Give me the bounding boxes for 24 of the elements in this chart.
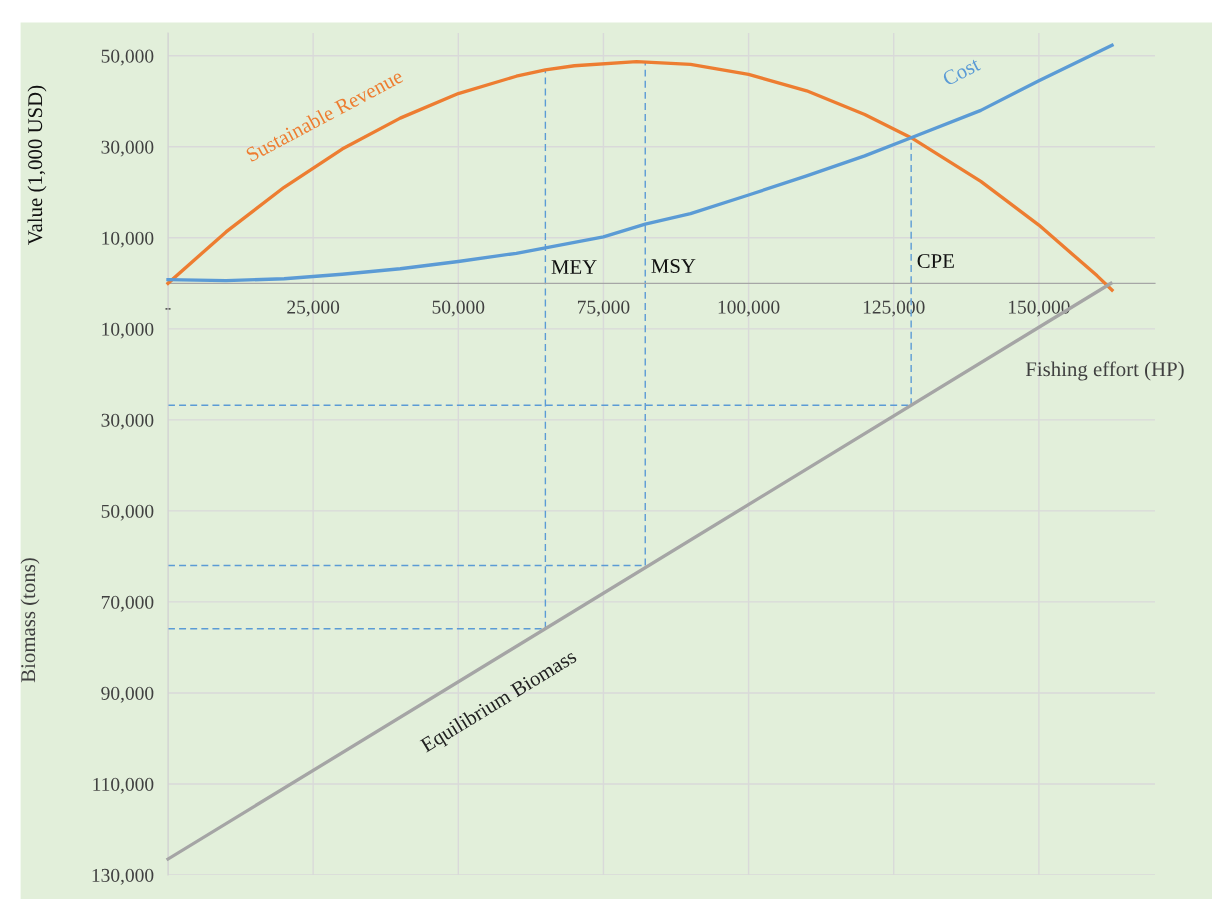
y-tick-label: 30,000 bbox=[101, 413, 154, 430]
x-tick-label: 25,000 bbox=[287, 300, 340, 317]
y-tick-label: 10,000 bbox=[102, 322, 154, 339]
annotation: MSY bbox=[651, 259, 696, 274]
x-axis-title: Fishing effort (HP) bbox=[1025, 361, 1184, 381]
y-tick-label: 30,000 bbox=[101, 140, 154, 157]
y-tick-label: 90,000 bbox=[101, 686, 154, 703]
x-tick-label: 100,000 bbox=[718, 300, 780, 317]
annotation: MEY bbox=[551, 260, 597, 274]
x-tick-label: 50,000 bbox=[432, 300, 485, 317]
y-tick-label: 50,000 bbox=[101, 504, 154, 521]
y-tick-label: 10,000 bbox=[102, 231, 154, 248]
x-tick-label: - bbox=[165, 308, 171, 310]
x-tick-label: 150,000 bbox=[1009, 300, 1070, 317]
y-tick-label: 110,000 bbox=[93, 777, 154, 794]
y-tick-label: 50,000 bbox=[101, 49, 154, 66]
text: Biomass (tons) bbox=[20, 558, 40, 683]
x-tick-label: 125,000 bbox=[863, 300, 925, 317]
y-tick-label: 70,000 bbox=[101, 595, 154, 612]
y-tick-label: 130,000 bbox=[92, 868, 154, 885]
text: Cost bbox=[941, 56, 982, 87]
y-axis-title: Value (1,000 USD) bbox=[27, 85, 47, 245]
annotation: CPE bbox=[917, 254, 954, 269]
x-tick-label: 75,000 bbox=[577, 300, 630, 317]
